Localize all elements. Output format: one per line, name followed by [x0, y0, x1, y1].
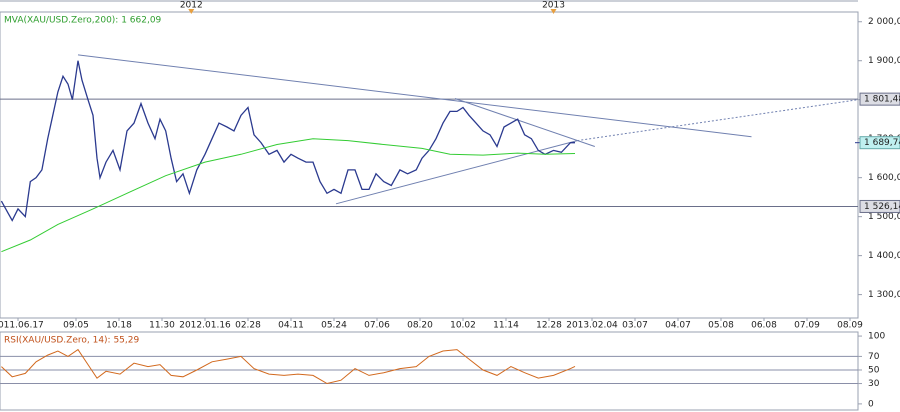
main-panel — [0, 11, 859, 319]
x-tick-label: 07.06 — [364, 321, 390, 331]
rsi-chart: 100 70 50 30 0 — [0, 332, 885, 409]
y-tick-label: 30 — [868, 379, 880, 389]
x-tick-label: 04.07 — [665, 321, 691, 331]
x-tick-label: 12.28 — [536, 321, 562, 331]
trendline — [454, 98, 595, 147]
main-chart: 2 000,001 900,001 800,001 700,001 600,00… — [0, 1, 900, 331]
x-tick-label: 10.02 — [450, 321, 476, 331]
y-tick-label: 1 400,00 — [868, 251, 900, 261]
level-label: 1 526,14 — [864, 202, 900, 212]
y-tick-label: 1 600,00 — [868, 173, 900, 183]
x-tick-label: 06.08 — [751, 321, 777, 331]
x-tick-label: 11.30 — [149, 321, 175, 331]
year-marker — [550, 9, 557, 14]
x-tick-label: 05.24 — [321, 321, 347, 331]
last-price-label: 1 689,74 — [864, 138, 900, 148]
y-tick-label: 1 900,00 — [868, 56, 900, 66]
x-tick-label: 10.18 — [106, 321, 132, 331]
year-label: 2012 — [180, 1, 203, 11]
x-tick-label: 08.09 — [837, 321, 863, 331]
x-tick-label: 08.20 — [407, 321, 433, 331]
trendline — [335, 140, 578, 205]
series-line — [0, 60, 576, 222]
x-tick-label: 2013.02.04 — [566, 321, 618, 331]
x-tick-label: 02.28 — [235, 321, 261, 331]
y-tick-label: 50 — [868, 365, 880, 375]
x-tick-label: 07.09 — [794, 321, 820, 331]
x-tick-label: 09.05 — [63, 321, 89, 331]
x-tick-label: 11.14 — [493, 321, 519, 331]
year-label: 2013 — [542, 1, 565, 11]
level-label-box — [859, 92, 900, 106]
x-tick-label: 05.08 — [708, 321, 734, 331]
year-marker — [188, 9, 195, 14]
x-tick-label: 2011.06.17 — [0, 321, 44, 331]
y-tick-label: 1 500,00 — [868, 212, 900, 222]
x-tick-label: 04.11 — [278, 321, 304, 331]
last-price-box — [859, 136, 900, 150]
ma-title: MVA(XAU/USD.Zero,200): 1 662,09 — [4, 16, 162, 26]
level-label-box — [859, 199, 900, 213]
series-line — [1, 138, 576, 253]
series-line — [1, 348, 576, 385]
y-tick-label: 2 000,00 — [868, 17, 900, 27]
rsi-panel — [0, 331, 859, 411]
y-tick-label: 70 — [868, 352, 880, 362]
y-tick-label: 0 — [868, 399, 874, 409]
x-tick-label: 2012.01.16 — [179, 321, 231, 331]
trendline — [577, 99, 859, 142]
trendline — [77, 54, 752, 138]
y-tick-label: 100 — [868, 332, 885, 342]
x-tick-label: 03.07 — [622, 321, 648, 331]
y-tick-label: 1 300,00 — [868, 290, 900, 300]
rsi-title: RSI(XAU/USD.Zero, 14): 55,29 — [4, 336, 139, 346]
level-label: 1 801,48 — [864, 95, 900, 105]
